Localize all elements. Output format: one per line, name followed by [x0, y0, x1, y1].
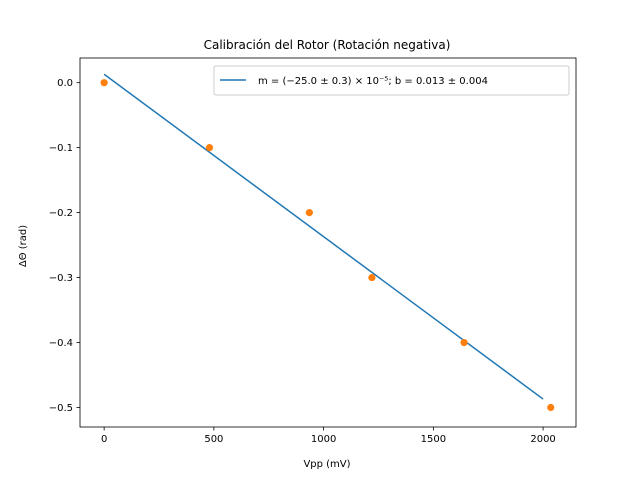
fit-line [103, 73, 544, 400]
data-point [305, 209, 313, 217]
chart-title: Calibración del Rotor (Rotación negativa… [204, 38, 451, 52]
x-tick-label: 2000 [530, 434, 555, 445]
y-tick-label: −0.3 [49, 273, 73, 284]
data-point [100, 79, 108, 87]
y-tick-label: −0.5 [49, 403, 73, 414]
legend-box [213, 65, 570, 96]
y-tick-label: −0.1 [49, 143, 73, 154]
y-tick-label: 0.0 [57, 78, 73, 89]
data-point [460, 338, 468, 347]
x-tick-label: 500 [204, 434, 223, 445]
data-point [547, 403, 555, 412]
data-point [368, 273, 376, 282]
y-axis-title: ΔΘ (rad) [18, 225, 29, 267]
axes-frame [79, 57, 577, 428]
legend-label: m = (−25.0 ± 0.3) × 10⁻⁵; b = 0.013 ± 0.… [258, 76, 488, 87]
x-tick-label: 1000 [311, 434, 336, 445]
x-tick-label: 0 [101, 434, 107, 445]
y-tick-label: −0.4 [49, 338, 73, 349]
data-point [205, 144, 214, 152]
legend: m = (−25.0 ± 0.3) × 10⁻⁵; b = 0.013 ± 0.… [213, 65, 570, 96]
x-tick-label: 1500 [421, 434, 446, 445]
plot-area: 0 500 1000 1500 2000 0.0 −0.1 −0.2 −0.3 −0.4 −0.5 [49, 57, 577, 445]
y-tick-label: −0.2 [49, 208, 73, 219]
x-axis-title: Vpp (mV) [303, 459, 350, 470]
